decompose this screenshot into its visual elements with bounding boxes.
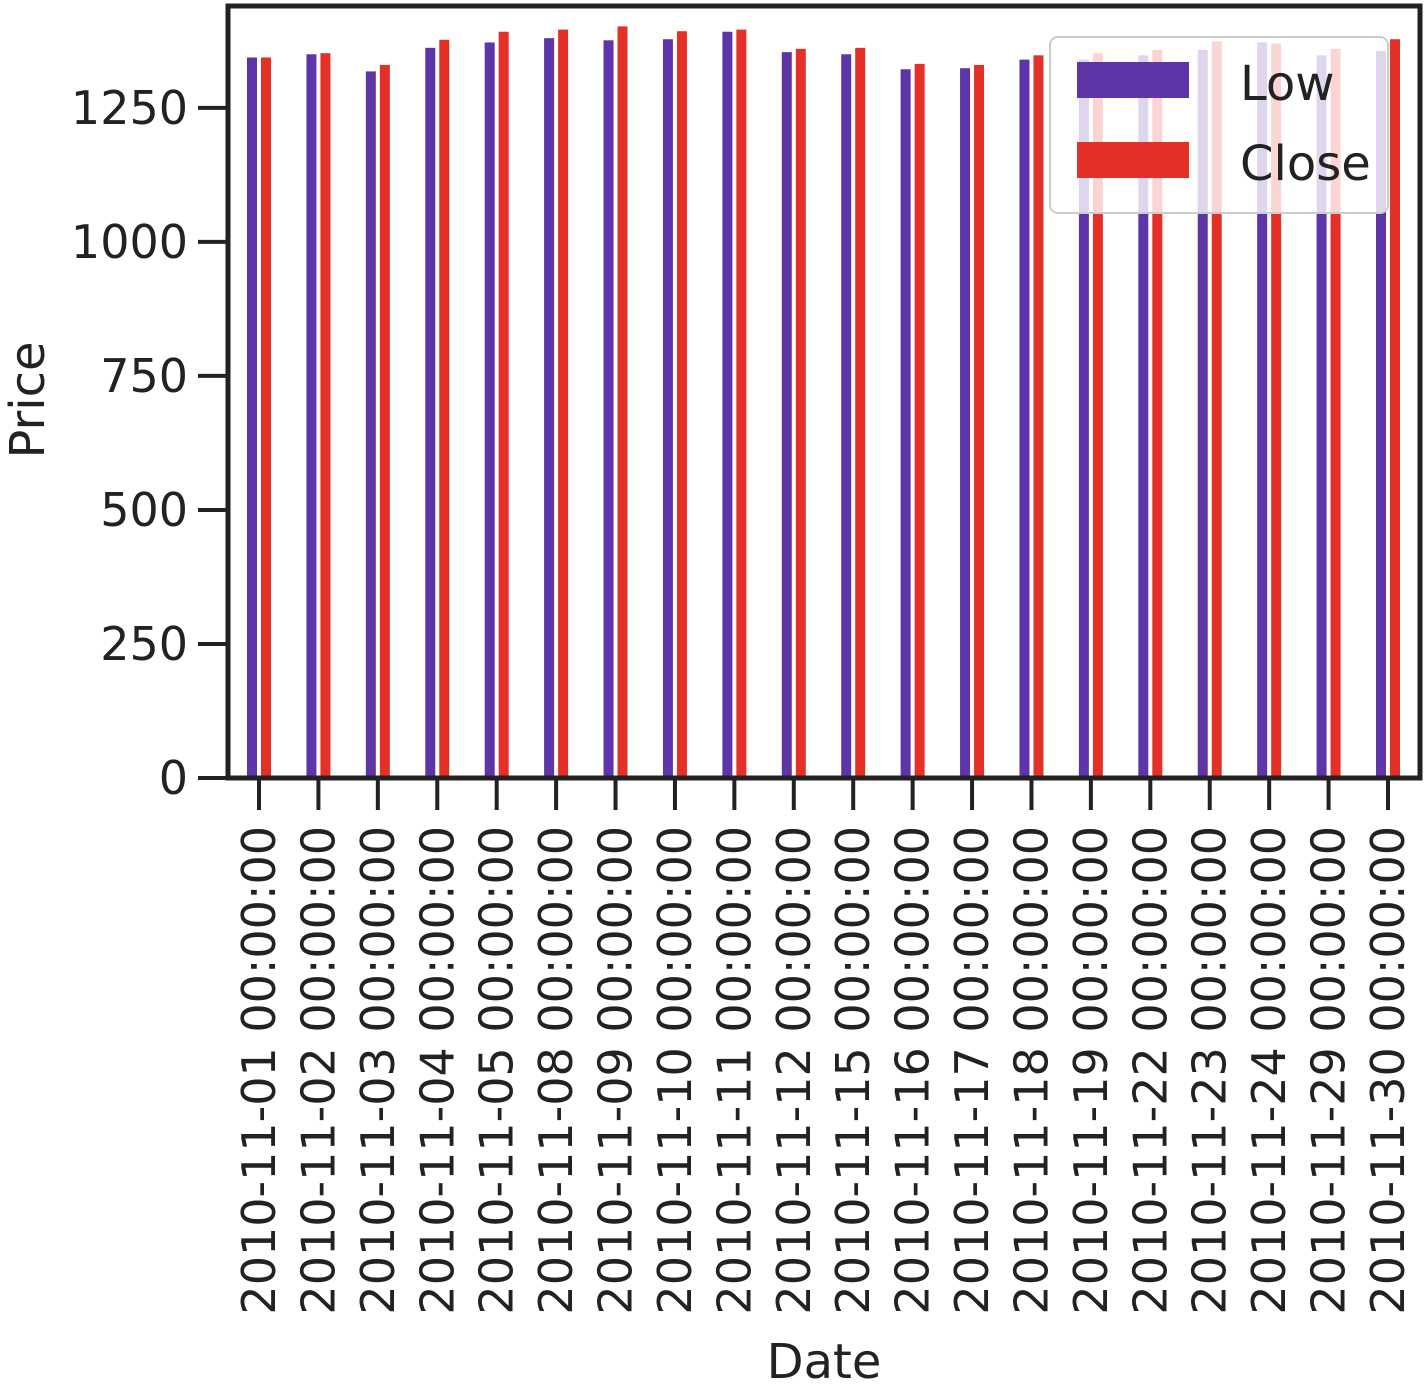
bar-low <box>247 57 257 778</box>
bar-low <box>603 40 614 779</box>
bar-low <box>306 54 317 778</box>
bar-low <box>484 42 495 778</box>
y-axis: 0 250 500 750 1000 1250 <box>71 81 228 805</box>
x-tick-label: 2010-11-17 00:00:00 <box>945 826 999 1315</box>
legend: Low Close <box>1049 36 1389 214</box>
bar-close <box>558 29 569 779</box>
bar-close <box>439 39 450 778</box>
bar-low <box>662 39 673 778</box>
bar-close <box>1211 41 1222 778</box>
x-tick-label: 2010-11-24 00:00:00 <box>1242 826 1296 1315</box>
bar-low <box>1376 51 1386 779</box>
legend-swatch-low <box>1077 62 1189 98</box>
bar-series <box>247 26 1400 779</box>
bar-low <box>900 69 911 778</box>
x-tick-label: 2010-11-15 00:00:00 <box>826 826 880 1315</box>
legend-swatch-close <box>1077 142 1189 178</box>
plot-frame <box>225 3 1423 781</box>
bar-close <box>676 31 687 779</box>
x-tick-label: 2010-11-16 00:00:00 <box>886 826 940 1315</box>
x-tick-label: 2010-11-03 00:00:00 <box>351 826 405 1315</box>
y-axis-label: Price <box>0 341 56 458</box>
bar-low <box>722 31 733 778</box>
y-tick-label: 500 <box>100 483 188 537</box>
legend-label-close: Close <box>1240 136 1371 192</box>
bar-low <box>1316 55 1327 779</box>
x-tick-label: 2010-11-19 00:00:00 <box>1064 826 1118 1315</box>
y-tick-label: 250 <box>100 617 188 671</box>
x-tick-label: 2010-11-29 00:00:00 <box>1302 826 1356 1315</box>
bar-close <box>1033 55 1044 779</box>
bar-close <box>855 47 866 779</box>
x-tick-label: 2010-11-22 00:00:00 <box>1123 826 1177 1315</box>
bar-close <box>261 57 271 778</box>
bar-low <box>1078 59 1089 779</box>
x-tick-label: 2010-11-18 00:00:00 <box>1004 826 1058 1315</box>
bar-close <box>320 53 331 778</box>
x-axis-label: Date <box>767 1334 882 1386</box>
x-tick-label: 2010-11-11 00:00:00 <box>707 826 761 1315</box>
bar-low <box>781 52 792 779</box>
bar-low <box>365 71 376 778</box>
legend-label-low: Low <box>1240 56 1335 112</box>
bar-close <box>498 31 509 778</box>
y-tick-label: 750 <box>100 349 188 403</box>
bar-low <box>1197 49 1208 778</box>
bar-close <box>1092 53 1103 778</box>
bar-low <box>960 68 971 778</box>
bar-close <box>1330 48 1341 778</box>
y-tick-label: 1250 <box>71 81 188 135</box>
bar-close <box>617 26 628 779</box>
y-tick-label: 0 <box>159 751 188 805</box>
bar-close <box>736 29 747 779</box>
bar-close <box>379 64 390 778</box>
bar-close <box>1152 49 1163 778</box>
x-tick-label: 2010-11-10 00:00:00 <box>648 826 702 1315</box>
bar-close <box>914 63 925 778</box>
x-tick-label: 2010-11-08 00:00:00 <box>529 826 583 1315</box>
x-tick-label: 2010-11-23 00:00:00 <box>1183 826 1237 1315</box>
bar-low <box>544 38 555 778</box>
bar-close <box>974 64 985 778</box>
x-tick-label: 2010-11-02 00:00:00 <box>291 826 345 1315</box>
x-tick-label: 2010-11-04 00:00:00 <box>410 826 464 1315</box>
x-tick-label: 2010-11-09 00:00:00 <box>589 826 643 1315</box>
bar-low <box>1257 42 1268 778</box>
x-tick-label: 2010-11-12 00:00:00 <box>767 826 821 1315</box>
x-tick-label: 2010-11-05 00:00:00 <box>470 826 524 1315</box>
bar-low <box>1138 55 1149 779</box>
x-tick-label: 2010-11-01 00:00:00 <box>232 826 286 1315</box>
bar-close <box>1271 43 1282 779</box>
x-axis: 2010-11-01 00:00:00 2010-11-02 00:00:00 20… <box>232 778 1415 1315</box>
bar-low <box>841 54 852 778</box>
bar-close <box>1390 39 1400 778</box>
x-tick-label: 2010-11-30 00:00:00 <box>1361 826 1415 1315</box>
bar-low <box>425 47 436 779</box>
bar-close <box>795 48 806 778</box>
bar-low <box>1019 59 1030 779</box>
y-tick-label: 1000 <box>71 215 188 269</box>
